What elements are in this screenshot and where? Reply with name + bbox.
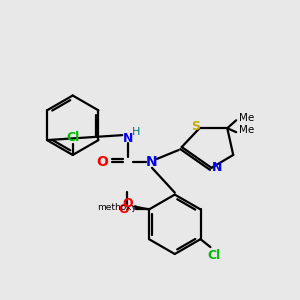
Text: H: H <box>132 127 140 137</box>
Text: N: N <box>212 161 223 174</box>
Text: N: N <box>123 132 134 145</box>
Text: O: O <box>97 155 108 169</box>
Text: O: O <box>118 203 129 216</box>
Text: Me: Me <box>239 113 254 123</box>
Text: O: O <box>122 197 133 210</box>
Text: S: S <box>191 120 200 133</box>
Text: methoxy: methoxy <box>98 203 137 212</box>
Text: Cl: Cl <box>66 130 79 144</box>
Text: Me: Me <box>239 125 254 135</box>
Text: Cl: Cl <box>208 248 221 262</box>
Text: N: N <box>146 155 158 169</box>
